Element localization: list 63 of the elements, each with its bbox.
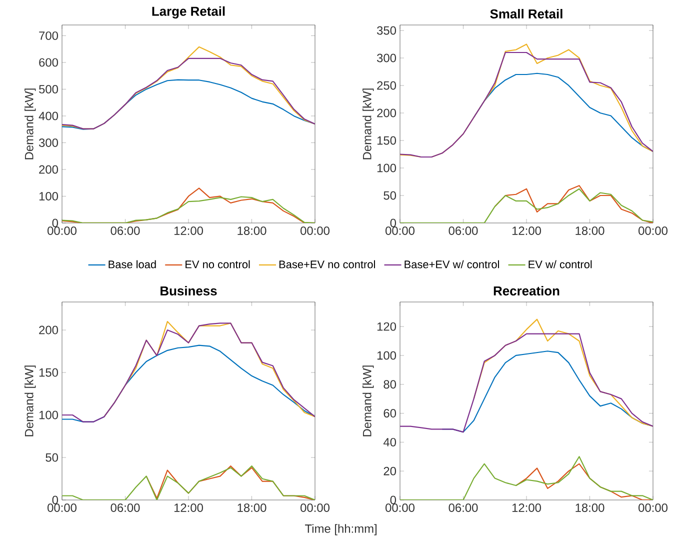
x-tick-label: 00:00 [300,504,330,512]
y-axis-title: Demand [kW] [362,366,374,436]
y-tick-label: 300 [38,138,58,147]
chart-title: Recreation [494,286,560,296]
x-tick-label: 00:00 [386,504,415,512]
y-tick-label: 400 [38,112,58,120]
x-tick-label: 00:00 [386,226,415,235]
chart-title: Business [160,286,217,296]
x-tick-label: 00:00 [48,226,76,235]
x-tick-label: 00:00 [638,504,668,512]
y-tick-label: 500 [39,84,58,94]
chart-title: Small Retail [490,8,562,18]
y-tick-label: 100 [377,351,396,360]
y-tick-label: 0 [52,496,58,504]
y-tick-label: 80 [384,380,396,389]
y-tick-label: 0 [52,218,58,228]
y-tick-label: 60 [384,409,396,418]
x-tick-label: 00:00 [48,504,76,512]
x-tick-label: 12:00 [174,504,203,512]
legend-label: Base load [108,260,156,268]
legend-label: EV no control [186,260,250,268]
x-tick-label: 18:00 [576,504,604,512]
chart-title: Large Retail [152,6,225,18]
y-tick-label: 600 [39,58,58,67]
y-tick-label: 0 [390,496,396,504]
y-tick-label: 200 [39,326,58,334]
y-tick-label: 50 [384,191,396,200]
x-tick-label: 06:00 [448,504,478,512]
x-tick-label: 12:00 [512,226,541,235]
y-tick-label: 200 [377,108,396,118]
x-tick-label: 00:00 [300,226,330,235]
x-tick-label: 00:00 [638,226,668,235]
legend-label: Base+EV no control [279,260,375,268]
y-tick-label: 100 [377,164,396,172]
y-tick-label: 0 [390,218,396,228]
y-tick-label: 150 [377,136,396,145]
y-axis-title: Demand [kW] [362,88,374,160]
y-tick-label: 200 [39,165,58,174]
y-tick-label: 300 [376,54,396,62]
x-tick-label: 06:00 [110,226,140,235]
y-tick-label: 250 [377,81,396,90]
x-tick-label: 18:00 [576,226,604,235]
y-tick-label: 100 [39,410,58,420]
y-axis-title: Demand [kW] [24,366,36,436]
x-axis-title: Time [hh:mm] [305,524,377,536]
y-tick-label: 120 [377,322,396,331]
line-series [62,322,316,422]
x-tick-label: 12:00 [512,504,541,512]
legend-label: EV w/ control [528,260,592,268]
x-tick-label: 06:00 [448,226,478,235]
x-tick-label: 12:00 [174,226,203,235]
y-tick-label: 50 [46,453,58,462]
y-tick-label: 20 [384,466,396,476]
x-tick-label: 18:00 [238,504,266,512]
x-tick-label: 06:00 [110,504,140,512]
y-tick-label: 150 [39,368,58,377]
y-tick-label: 700 [39,31,58,40]
x-tick-label: 18:00 [238,226,266,235]
y-tick-label: 40 [383,438,396,446]
y-tick-label: 350 [376,26,396,35]
legend-label: Base+EV w/ control [404,260,499,268]
y-axis-title: Demand [kW] [24,88,36,160]
y-tick-label: 100 [39,192,58,200]
